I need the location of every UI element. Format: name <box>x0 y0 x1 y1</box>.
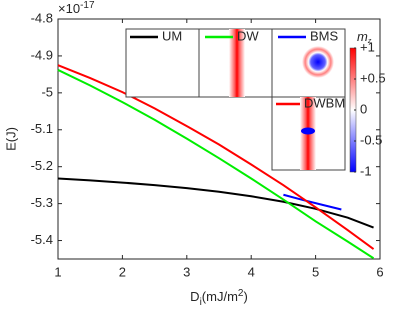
series-line <box>57 177 374 229</box>
legend-label: BMS <box>310 28 339 43</box>
y-tick-label: -5.4 <box>31 232 53 247</box>
x-tick-label: 1 <box>54 264 61 279</box>
y-axis-label: E(J) <box>3 127 18 151</box>
colorbar-tick-label: -0.5 <box>360 132 382 147</box>
y-tick-label: -5.1 <box>31 121 53 136</box>
x-tick-label: 5 <box>312 264 319 279</box>
legend-label: DW <box>237 28 259 43</box>
y-tick-label: -5.3 <box>31 195 53 210</box>
series-line <box>57 64 375 250</box>
x-axis-label: Di(mJ/m2) <box>190 288 248 308</box>
colorbar-tick-label: -1 <box>360 163 372 178</box>
axis-multiplier: ×10-17 <box>58 0 95 16</box>
colorbar-tick-label: 0 <box>360 101 367 116</box>
y-tick-label: -5 <box>41 84 53 99</box>
legend-label: UM <box>162 28 182 43</box>
series-line <box>283 193 342 211</box>
x-tick-label: 4 <box>248 264 255 279</box>
y-tick-label: -4.8 <box>31 10 53 25</box>
insets <box>125 28 357 173</box>
y-tick-label: -4.9 <box>31 47 53 62</box>
x-tick-label: 2 <box>119 264 126 279</box>
x-tick-label: 6 <box>376 264 383 279</box>
legend-label: DWBM <box>304 95 345 110</box>
series-line <box>57 69 375 260</box>
colorbar-tick-label: +0.5 <box>360 70 386 85</box>
colorbar-tick-label: +1 <box>360 39 375 54</box>
plot-frame <box>57 18 381 260</box>
y-tick-label: -5.2 <box>31 158 53 173</box>
colorbar-label: mz <box>357 29 372 44</box>
x-tick-label: 3 <box>183 264 190 279</box>
